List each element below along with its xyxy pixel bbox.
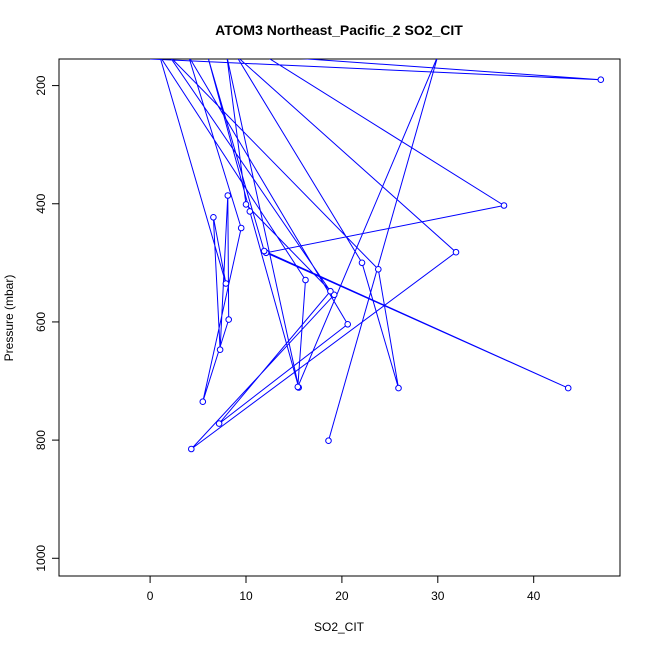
data-point <box>395 384 402 392</box>
data-point <box>224 192 232 199</box>
x-tick-label: 40 <box>527 589 541 603</box>
x-axis: 0 10 20 30 40 <box>147 575 541 603</box>
data-point <box>325 437 332 445</box>
x-tick-label: 30 <box>431 589 445 603</box>
data-point <box>358 259 366 267</box>
y-axis: 200 400 600 800 1000 <box>34 75 60 572</box>
data-point <box>215 420 223 427</box>
x-tick-label: 10 <box>239 589 253 603</box>
x-tick-label: 0 <box>147 589 154 603</box>
y-tick-label: 400 <box>34 193 48 213</box>
x-axis-label: SO2_CIT <box>314 620 365 634</box>
data-point <box>222 280 230 287</box>
data-point <box>225 316 232 323</box>
data-point <box>564 384 572 392</box>
y-axis-label: Pressure (mbar) <box>2 275 16 362</box>
data-point <box>237 224 245 232</box>
y-tick-label: 200 <box>34 75 48 95</box>
markers-group <box>188 76 605 453</box>
y-tick-label: 1000 <box>34 545 48 572</box>
data-point <box>597 76 605 83</box>
x-tick-label: 20 <box>335 589 349 603</box>
series-group <box>150 59 601 450</box>
y-tick-label: 800 <box>34 430 48 450</box>
data-point <box>375 266 382 273</box>
data-point <box>327 287 334 295</box>
data-point <box>294 383 302 391</box>
data-point <box>242 201 250 208</box>
series-line <box>150 59 601 450</box>
chart-title: ATOM3 Northeast_Pacific_2 SO2_CIT <box>215 22 463 38</box>
plot-frame <box>58 58 621 577</box>
data-point <box>344 321 352 328</box>
data-point <box>452 248 460 256</box>
data-point <box>302 276 309 284</box>
y-tick-label: 600 <box>34 312 48 332</box>
data-point <box>260 247 268 255</box>
data-point <box>216 346 224 354</box>
data-point <box>500 202 508 209</box>
data-point <box>188 445 195 453</box>
data-point <box>199 398 207 406</box>
data-point <box>210 214 217 221</box>
data-point <box>246 208 254 215</box>
